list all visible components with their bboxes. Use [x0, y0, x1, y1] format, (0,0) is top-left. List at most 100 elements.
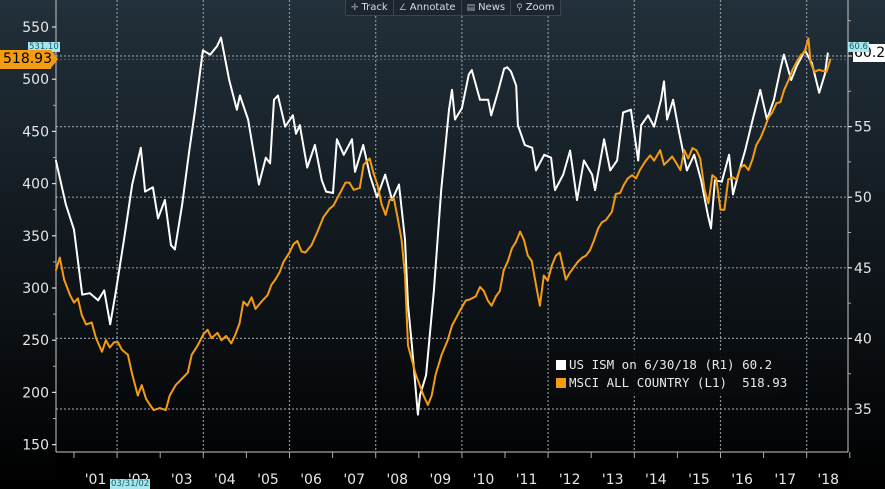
msci-point	[671, 155, 674, 158]
msci-point	[63, 278, 65, 281]
msci-point	[679, 169, 682, 171]
msci-point	[539, 304, 541, 307]
msci-point	[278, 271, 281, 274]
msci-point	[727, 178, 730, 181]
ism-point	[247, 118, 250, 121]
ism-point	[417, 413, 419, 416]
ism-point	[686, 169, 688, 172]
msci-point	[422, 394, 425, 397]
ism-points	[55, 36, 829, 416]
ism-point	[710, 227, 712, 230]
legend-entry-msci[interactable]: MSCI ALL COUNTRY (L1) 518.93	[556, 375, 787, 390]
msci-point	[645, 159, 647, 162]
ism-point	[181, 203, 184, 206]
x-axis-tick-label: '15	[688, 472, 710, 488]
ism-point	[660, 98, 662, 101]
crosshair-date-marker: 03/31/02	[110, 479, 151, 489]
annotate-button[interactable]: ∠ Annotate	[394, 0, 462, 15]
left-axis-tick-label: 350	[22, 229, 49, 245]
ism-point	[647, 114, 649, 117]
msci-point	[767, 116, 770, 119]
left-high-marker: 531.10	[28, 42, 60, 52]
ism-point	[384, 173, 387, 176]
msci-point	[546, 279, 549, 282]
msci-point	[663, 163, 665, 166]
msci-point	[635, 177, 637, 180]
msci-point	[238, 322, 241, 325]
msci-point	[180, 377, 183, 380]
msci-point	[755, 144, 758, 146]
ism-point	[562, 173, 565, 176]
track-button[interactable]: ✛ Track	[346, 0, 394, 15]
msci-point	[260, 300, 263, 303]
ism-point	[576, 199, 578, 201]
msci-point	[127, 353, 129, 356]
x-axis-tick-label: '12	[559, 472, 581, 488]
msci-point	[174, 384, 177, 386]
msci-point	[292, 243, 295, 246]
msci-point	[495, 295, 497, 298]
msci-point	[108, 346, 111, 349]
ism-point	[292, 114, 294, 117]
left-last-value-marker: 518.93	[0, 50, 58, 69]
ism-point	[591, 173, 593, 176]
ism-point	[461, 107, 463, 110]
ism-point	[663, 80, 665, 83]
ism-point	[123, 238, 125, 241]
x-axis-tick-label: '06	[300, 472, 322, 488]
ism-point	[622, 111, 624, 114]
ism-point	[376, 196, 378, 199]
chart-toolbar: ✛ Track ∠ Annotate ▤ News ⚲ Zoom	[345, 0, 561, 16]
ism-point	[759, 89, 762, 91]
x-axis-tick-label: '09	[430, 472, 452, 488]
msci-point	[216, 332, 219, 334]
ism-point	[503, 67, 505, 70]
ism-point	[398, 183, 400, 186]
ism-point	[216, 45, 219, 47]
msci-point	[328, 207, 331, 210]
msci-point	[69, 294, 71, 297]
msci-point	[555, 254, 557, 257]
ism-point	[144, 190, 147, 193]
msci-point	[526, 254, 529, 257]
msci-point	[614, 193, 617, 195]
msci-point	[80, 314, 83, 316]
msci-point	[687, 157, 690, 160]
ism-point	[451, 89, 453, 91]
ism-point	[239, 94, 241, 97]
msci-point	[747, 169, 750, 171]
msci-point	[735, 178, 738, 181]
msci-point	[414, 373, 417, 376]
msci-point	[158, 407, 161, 409]
ism-point	[109, 323, 112, 326]
ism-point	[744, 149, 746, 152]
news-label: News	[478, 2, 506, 13]
ism-point	[795, 65, 798, 67]
msci-point	[362, 163, 365, 166]
msci-point	[731, 176, 734, 179]
ism-point	[220, 36, 222, 39]
news-button[interactable]: ▤ News	[462, 0, 512, 15]
msci-point	[130, 371, 133, 374]
msci-point	[168, 394, 171, 397]
msci-point	[372, 172, 375, 175]
msci-point	[316, 230, 319, 233]
left-axis-tick-label: 400	[22, 177, 49, 193]
ism-point	[490, 114, 493, 117]
msci-point	[659, 149, 662, 152]
ism-point	[720, 180, 723, 183]
ism-point	[448, 108, 450, 111]
ism-point	[97, 299, 99, 302]
ism-point	[114, 290, 117, 293]
legend-entry-ism[interactable]: US ISM on 6/30/18 (R1) 60.2	[556, 357, 772, 372]
msci-point	[589, 249, 591, 252]
ism-point	[487, 98, 490, 101]
right-axis-tick-label: 45	[854, 261, 872, 277]
ism-point	[751, 121, 753, 124]
zoom-button[interactable]: ⚲ Zoom	[511, 0, 559, 15]
left-axis-tick-label: 300	[22, 281, 49, 297]
series-lines[interactable]	[54, 36, 832, 416]
msci-point	[404, 274, 406, 277]
ism-point	[517, 124, 519, 127]
